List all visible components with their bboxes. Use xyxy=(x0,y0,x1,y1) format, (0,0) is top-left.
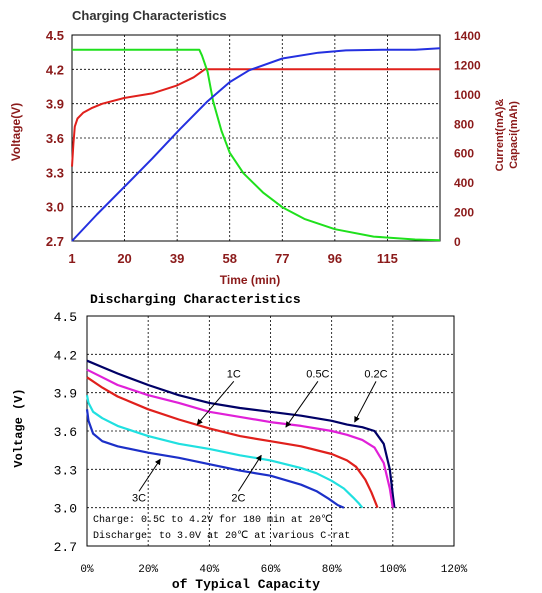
charging-x-axis-label: Time (min) xyxy=(220,273,280,287)
charging-y2-tick-label: 600 xyxy=(454,147,474,161)
charging-y-tick-label: 3.9 xyxy=(46,97,64,112)
charging-x-tick-label: 115 xyxy=(377,251,398,266)
discharging-grid xyxy=(87,316,454,546)
discharging-y-ticks: 2.7 3.0 3.3 3.6 3.9 4.2 4.5 xyxy=(54,310,77,555)
discharging-x-tick-label: 60% xyxy=(261,564,281,576)
discharging-annotation-arrow xyxy=(138,458,161,492)
discharging-x-tick-label: 80% xyxy=(322,564,342,576)
discharging-y-tick-label: 3.0 xyxy=(54,502,77,517)
discharging-annotation-label: 3C xyxy=(132,492,146,504)
discharging-annotation-label: 2C xyxy=(231,492,245,504)
discharging-y-tick-label: 4.5 xyxy=(54,310,77,325)
charging-current-line xyxy=(72,48,441,242)
discharging-chart: Discharging Characteristics 2.7 3.0 3.3 3.6… xyxy=(12,292,468,592)
discharging-series-3C-line xyxy=(85,409,345,509)
discharging-x-ticks: 0% 20% 40% 60% 80% 100% 120% xyxy=(80,564,467,576)
discharging-chart-title: Discharging Characteristics xyxy=(90,292,301,307)
discharging-x-axis-label: of Typical Capacity xyxy=(172,577,320,592)
discharging-x-tick-label: 120% xyxy=(441,564,468,576)
discharging-y-tick-label: 3.3 xyxy=(54,463,77,478)
charging-y2-tick-label: 400 xyxy=(454,176,474,190)
discharging-x-tick-label: 20% xyxy=(138,564,158,576)
discharging-y-tick-label: 3.6 xyxy=(54,425,77,440)
charging-x-tick-label: 58 xyxy=(222,251,236,266)
discharging-series-1C-line xyxy=(86,376,379,509)
charging-y-tick-label: 4.2 xyxy=(46,62,64,77)
charging-y2-tick-label: 1200 xyxy=(454,58,481,72)
charging-y-axis-label: Voltage(V) xyxy=(9,103,23,161)
charging-voltage-line xyxy=(71,68,440,167)
discharging-series-0-5C-line xyxy=(86,368,394,508)
discharging-annotation-label: 0.5C xyxy=(306,368,329,380)
discharging-y-tick-label: 2.7 xyxy=(54,540,77,555)
discharging-series-2C-line xyxy=(85,394,364,509)
charging-series xyxy=(71,47,441,242)
charging-x-tick-label: 20 xyxy=(117,251,131,266)
charging-grid xyxy=(72,35,440,241)
discharging-plot-frame xyxy=(86,315,455,547)
charging-y2-tick-label: 800 xyxy=(454,117,474,131)
discharging-y-axis-label: Voltage (V) xyxy=(12,388,26,467)
charging-y2-axis-label-line1: Current(mA)& xyxy=(494,99,506,172)
charging-y2-tick-label: 0 xyxy=(454,235,461,249)
discharging-series-0-2C-line xyxy=(86,359,396,508)
charging-y-tick-label: 3.6 xyxy=(46,131,64,146)
discharging-y-tick-label: 3.9 xyxy=(54,387,77,402)
charging-chart-title: Charging Characteristics xyxy=(72,8,227,23)
discharging-annotation-arrow xyxy=(285,381,319,428)
charging-capacity-line xyxy=(71,47,441,242)
discharging-annotation-label: 1C xyxy=(227,368,241,380)
discharging-note-charge: Charge: 0.5C to 4.2V for 180 min at 20℃ xyxy=(93,514,332,526)
discharging-annotation-arrow xyxy=(237,454,262,492)
charging-x-tick-label: 77 xyxy=(275,251,289,266)
discharging-annotation-label: 0.2C xyxy=(364,368,387,380)
charging-y-tick-label: 3.0 xyxy=(46,200,64,215)
charging-chart: Charging Characteristics 2.7 3.0 3.3 3.6 3.9… xyxy=(9,8,520,287)
charging-x-tick-label: 96 xyxy=(328,251,342,266)
charging-y2-tick-label: 1400 xyxy=(454,29,481,43)
discharging-x-tick-label: 40% xyxy=(199,564,219,576)
discharging-x-tick-label: 0% xyxy=(80,564,94,576)
charging-x-tick-label: 39 xyxy=(170,251,184,266)
discharging-y-tick-label: 4.2 xyxy=(54,348,77,363)
discharging-annotations: 1C 0.5C 0.2C 2C 3C xyxy=(132,368,388,504)
charging-y2-ticks: 0 200 400 600 800 1000 1200 1400 xyxy=(454,29,481,249)
discharging-annotation-arrow xyxy=(196,381,235,426)
charging-y2-tick-label: 1000 xyxy=(454,88,481,102)
charging-x-tick-label: 1 xyxy=(68,251,75,266)
discharging-series xyxy=(85,359,396,509)
charging-y-tick-label: 2.7 xyxy=(46,234,64,249)
charging-y2-axis-label-line2: Capaci(mAh) xyxy=(508,101,520,169)
charging-y-tick-label: 3.3 xyxy=(46,165,64,180)
charging-y-tick-label: 4.5 xyxy=(46,28,64,43)
discharging-annotation-arrow xyxy=(354,381,377,423)
charging-x-ticks: 1 20 39 58 77 96 115 xyxy=(68,251,398,266)
charging-y2-tick-label: 200 xyxy=(454,206,474,220)
discharging-x-tick-label: 100% xyxy=(380,564,407,576)
discharging-note-discharge: Discharge: to 3.0V at 20℃ at various C-r… xyxy=(93,530,350,542)
charging-y-ticks: 2.7 3.0 3.3 3.6 3.9 4.2 4.5 xyxy=(46,28,64,249)
